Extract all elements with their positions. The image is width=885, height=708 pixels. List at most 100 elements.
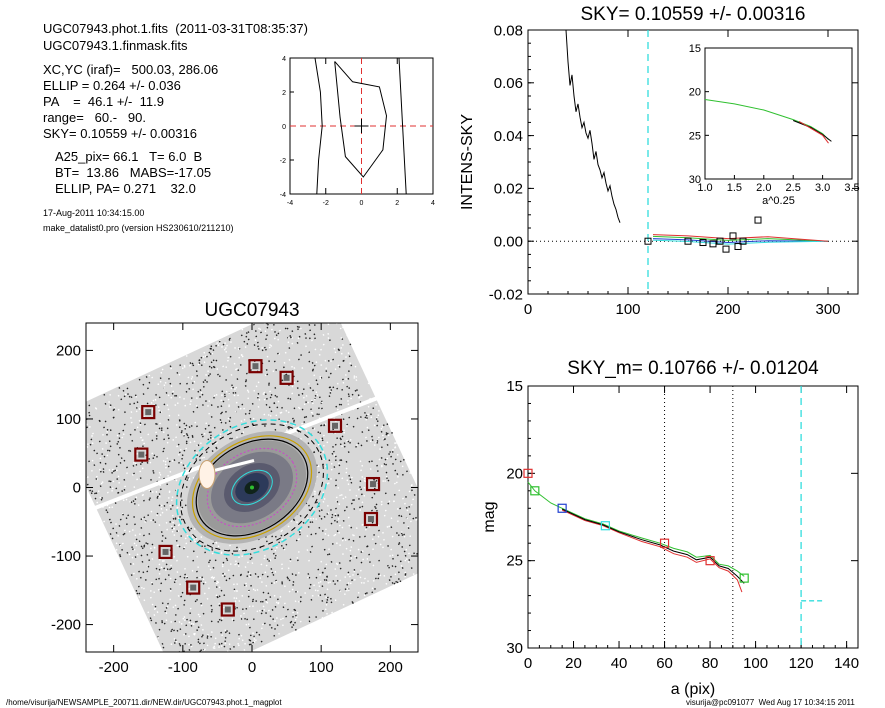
sky-ytick-label: 0.02: [494, 181, 523, 198]
noise-pixel: [156, 455, 158, 458]
noise-pixel: [270, 626, 273, 629]
noise-pixel: [308, 323, 311, 326]
noise-pixel: [362, 558, 365, 561]
noise-pixel: [133, 402, 136, 405]
noise-pixel: [365, 414, 368, 417]
noise-pixel: [330, 508, 332, 511]
noise-pixel: [406, 509, 409, 512]
noise-pixel: [358, 498, 360, 500]
noise-pixel: [138, 592, 141, 595]
noise-pixel: [158, 568, 161, 571]
noise-pixel: [389, 451, 392, 453]
noise-pixel: [225, 579, 228, 582]
noise-pixel: [160, 371, 163, 374]
noise-pixel: [276, 624, 279, 627]
noise-pixel: [227, 431, 230, 434]
noise-pixel: [176, 506, 179, 509]
noise-pixel: [207, 633, 209, 636]
noise-pixel: [327, 337, 330, 340]
noise-pixel: [190, 377, 193, 380]
noise-pixel: [152, 469, 155, 472]
noise-pixel: [161, 534, 164, 537]
param-sky: SKY= 0.10559 +/- 0.00316: [43, 126, 197, 141]
noise-pixel: [343, 431, 346, 434]
noise-pixel: [203, 351, 206, 354]
noise-pixel: [121, 436, 124, 439]
noise-pixel: [234, 368, 237, 371]
noise-pixel: [227, 356, 230, 359]
noise-pixel: [332, 358, 335, 361]
noise-pixel: [409, 520, 412, 523]
noise-pixel: [347, 483, 350, 486]
noise-pixel: [401, 534, 404, 537]
noise-pixel: [321, 439, 324, 442]
noise-pixel: [196, 629, 199, 632]
noise-pixel: [188, 426, 191, 428]
noise-pixel: [151, 439, 154, 442]
noise-pixel: [350, 397, 352, 400]
noise-pixel: [297, 328, 299, 331]
noise-pixel: [391, 554, 394, 557]
noise-pixel: [405, 495, 407, 498]
noise-pixel: [274, 571, 277, 573]
noise-pixel: [92, 432, 94, 435]
noise-pixel: [202, 582, 205, 585]
noise-pixel: [234, 410, 237, 413]
noise-pixel: [256, 396, 259, 399]
noise-pixel: [109, 404, 112, 407]
noise-pixel: [314, 589, 317, 592]
noise-pixel: [143, 534, 145, 537]
noise-pixel: [340, 438, 342, 441]
noise-pixel: [220, 405, 223, 408]
noise-pixel: [166, 427, 169, 430]
noise-pixel: [330, 477, 332, 480]
noise-pixel: [404, 502, 406, 505]
noise-pixel: [365, 436, 367, 439]
noise-pixel: [329, 597, 332, 600]
noise-pixel: [171, 530, 174, 533]
noise-pixel: [296, 387, 299, 389]
noise-pixel: [320, 401, 323, 404]
noise-pixel: [183, 449, 186, 452]
noise-pixel: [163, 438, 166, 441]
noise-pixel: [183, 619, 186, 622]
noise-pixel: [197, 641, 200, 643]
noise-pixel: [396, 508, 399, 510]
noise-pixel: [360, 493, 363, 496]
noise-pixel: [150, 401, 153, 404]
noise-pixel: [322, 491, 325, 494]
noise-pixel: [334, 583, 337, 585]
noise-pixel: [287, 336, 290, 339]
noise-pixel: [88, 411, 91, 414]
noise-pixel: [196, 576, 198, 579]
noise-pixel: [356, 407, 359, 410]
noise-pixel: [189, 607, 192, 610]
noise-pixel: [307, 573, 310, 575]
noise-pixel: [257, 345, 259, 348]
noise-pixel: [268, 360, 271, 363]
noise-pixel: [366, 417, 368, 420]
noise-pixel: [321, 407, 323, 410]
noise-pixel: [125, 517, 128, 520]
noise-pixel: [364, 411, 366, 414]
noise-pixel: [104, 462, 107, 465]
noise-pixel: [381, 434, 384, 437]
noise-pixel: [342, 603, 345, 606]
noise-pixel: [265, 612, 267, 614]
noise-pixel: [383, 463, 386, 465]
noise-pixel: [187, 476, 189, 479]
noise-pixel: [310, 408, 312, 411]
noise-pixel: [163, 567, 166, 570]
noise-pixel: [318, 407, 320, 410]
noise-pixel: [347, 377, 350, 380]
noise-pixel: [194, 421, 197, 424]
noise-pixel: [159, 411, 162, 414]
noise-pixel: [295, 616, 298, 619]
noise-pixel: [387, 479, 390, 482]
noise-pixel: [387, 545, 389, 547]
noise-pixel: [314, 337, 316, 340]
noise-pixel: [141, 494, 144, 497]
noise-pixel: [206, 635, 209, 638]
noise-pixel: [197, 390, 200, 393]
noise-pixel: [361, 501, 364, 504]
